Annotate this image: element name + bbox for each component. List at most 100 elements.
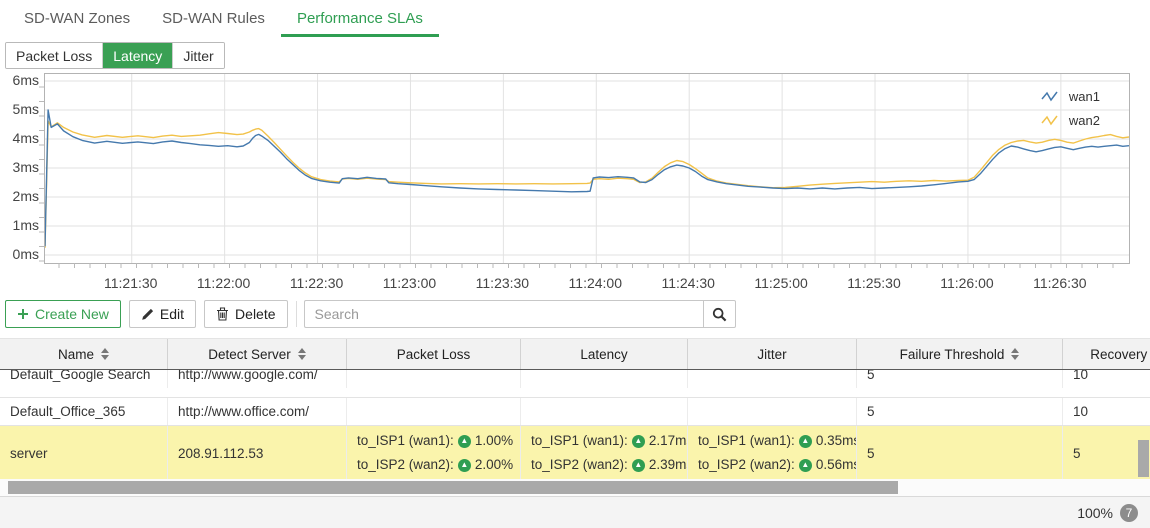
create-new-label: Create New <box>35 306 109 322</box>
y-axis-label: 4ms <box>12 130 39 146</box>
table-cell: 5 <box>857 398 1063 425</box>
sla-table-header: Name Detect Server Packet Loss Latency Jitte… <box>0 338 1150 370</box>
sla-table: Name Detect Server Packet Loss Latency Jitte… <box>0 338 1150 481</box>
search-button[interactable] <box>702 300 736 328</box>
column-header-detect-server[interactable]: Detect Server <box>168 339 347 369</box>
sla-metric-value: 0.56ms <box>815 457 857 472</box>
sla-metric-value: 0.35ms <box>815 433 857 448</box>
x-axis-label: 11:26:30 <box>1033 275 1087 291</box>
delete-button[interactable]: Delete <box>204 300 288 328</box>
table-cell: 5 <box>857 426 1063 480</box>
column-header-label: Recovery Threshold <box>1090 346 1150 362</box>
sla-metric-value: 2.39ms <box>648 457 687 472</box>
horizontal-scrollbar-thumb[interactable] <box>8 481 898 494</box>
status-bar: 100% 7 <box>0 496 1150 528</box>
sla-target-label: to_ISP1 (wan1): <box>357 433 454 448</box>
search-input[interactable] <box>303 300 703 328</box>
sla-table-body: Default_Google Search http://www.google.c… <box>0 370 1150 481</box>
up-arrow-icon: ▲ <box>798 458 812 472</box>
y-axis-label: 0ms <box>12 246 39 262</box>
column-header-failure-threshold[interactable]: Failure Threshold <box>857 339 1063 369</box>
sla-target-label: to_ISP2 (wan2): <box>357 457 454 472</box>
toolbar-divider <box>295 301 297 327</box>
latency-chart: wan1 wan2 0ms 1ms 2ms 3ms 4ms 5ms 6ms 11:21:30 11… <box>0 70 1150 298</box>
column-header-jitter[interactable]: Jitter <box>688 339 857 369</box>
column-header-label: Latency <box>580 346 628 362</box>
table-cell <box>688 370 857 388</box>
sla-target-label: to_ISP1 (wan1): <box>531 433 628 448</box>
y-axis-label: 1ms <box>12 217 39 233</box>
y-axis-label: 6ms <box>12 72 39 88</box>
table-cell: server <box>0 426 168 480</box>
wan1-line <box>45 109 1129 247</box>
x-axis-label: 11:24:30 <box>661 275 715 291</box>
pencil-icon <box>142 308 154 320</box>
sla-metric-line: to_ISP1 (wan1):▲2.17ms <box>531 429 687 453</box>
column-header-label: Name <box>57 346 94 362</box>
tab-sd-wan-rules[interactable]: SD-WAN Rules <box>162 10 265 27</box>
table-cell: Default_Office_365 <box>0 398 168 425</box>
x-axis-label: 11:26:00 <box>940 275 994 291</box>
metric-toggle-packet-loss[interactable]: Packet Loss <box>6 43 104 68</box>
table-cell <box>688 398 857 425</box>
table-cell: http://www.google.com/ <box>168 370 347 388</box>
up-arrow-icon: ▲ <box>457 458 471 472</box>
metric-toggle-jitter[interactable]: Jitter <box>173 43 224 68</box>
x-axis-label: 11:23:00 <box>382 275 437 291</box>
delete-label: Delete <box>235 306 276 322</box>
horizontal-scrollbar[interactable] <box>0 479 1150 496</box>
column-header-recovery-threshold[interactable]: Recovery Threshold <box>1063 339 1150 369</box>
sla-metric-line: to_ISP2 (wan2): ▲ 0.56ms <box>698 453 856 477</box>
y-axis-label: 3ms <box>12 159 39 175</box>
table-cell: 5 <box>857 370 1063 388</box>
sort-icon <box>101 348 109 360</box>
up-arrow-icon: ▲ <box>631 458 645 472</box>
table-cell <box>347 370 521 388</box>
sla-metric-value: 2.00% <box>474 457 514 472</box>
tab-performance-slas[interactable]: Performance SLAs <box>280 3 439 37</box>
legend-item-wan1[interactable]: wan1 <box>1041 84 1100 108</box>
x-axis-label: 11:25:30 <box>847 275 901 291</box>
table-row-default-google-search[interactable]: Default_Google Search http://www.google.c… <box>0 370 1150 398</box>
search-group <box>303 300 736 328</box>
column-header-label: Jitter <box>757 346 787 362</box>
x-axis-label: 11:22:30 <box>289 275 344 291</box>
column-header-latency[interactable]: Latency <box>521 339 688 369</box>
column-header-name[interactable]: Name <box>0 339 168 369</box>
x-axis-label: 11:22:00 <box>196 275 251 291</box>
table-cell: to_ISP1 (wan1): ▲ 1.00% to_ISP2 (wan2): ▲ 2.0… <box>347 426 521 480</box>
x-axis-label: 11:24:00 <box>568 275 623 291</box>
metric-toggle-latency[interactable]: Latency <box>103 43 174 68</box>
column-header-label: Failure Threshold <box>899 346 1005 362</box>
table-cell: 10 <box>1073 404 1089 419</box>
table-row-default-office-365[interactable]: Default_Office_365 http://www.office.com/… <box>0 398 1150 426</box>
edit-button[interactable]: Edit <box>128 300 197 328</box>
table-cell: 208.91.112.53 <box>168 426 347 480</box>
column-header-label: Detect Server <box>208 346 291 362</box>
sort-icon <box>1011 348 1020 360</box>
sla-metric-value: 2.17ms <box>648 433 687 448</box>
vertical-scrollbar-thumb[interactable] <box>1138 440 1149 477</box>
sla-metric-line: to_ISP2 (wan2):▲2.39ms <box>531 453 687 477</box>
x-axis-label: 11:23:30 <box>475 275 530 291</box>
x-axis-minor-ticks <box>44 263 1128 268</box>
plus-icon <box>18 309 28 319</box>
table-cell: 5 <box>1073 445 1081 461</box>
tab-sd-wan-zones[interactable]: SD-WAN Zones <box>24 10 131 27</box>
table-cell <box>521 398 688 425</box>
column-header-packet-loss[interactable]: Packet Loss <box>347 339 521 369</box>
wan2-line-icon <box>1041 115 1058 126</box>
sla-target-label: to_ISP1 (wan1): <box>698 433 795 448</box>
item-count-badge: 7 <box>1120 504 1138 522</box>
table-row-server[interactable]: server 208.91.112.53 to_ISP1 (wan1): ▲ 1.00%… <box>0 426 1150 481</box>
x-axis-label: 11:21:30 <box>103 275 158 291</box>
table-cell <box>521 370 688 388</box>
sla-metric-line: to_ISP1 (wan1): ▲ 1.00% <box>357 429 513 453</box>
latency-plot-area <box>44 73 1130 264</box>
legend-label: wan1 <box>1068 88 1100 104</box>
create-new-button[interactable]: Create New <box>5 300 121 328</box>
top-tab-bar: SD-WAN Zones SD-WAN Rules Performance SLAs <box>0 0 1150 37</box>
table-cell: Default_Google Search <box>0 370 168 388</box>
legend-item-wan2[interactable]: wan2 <box>1041 108 1100 132</box>
